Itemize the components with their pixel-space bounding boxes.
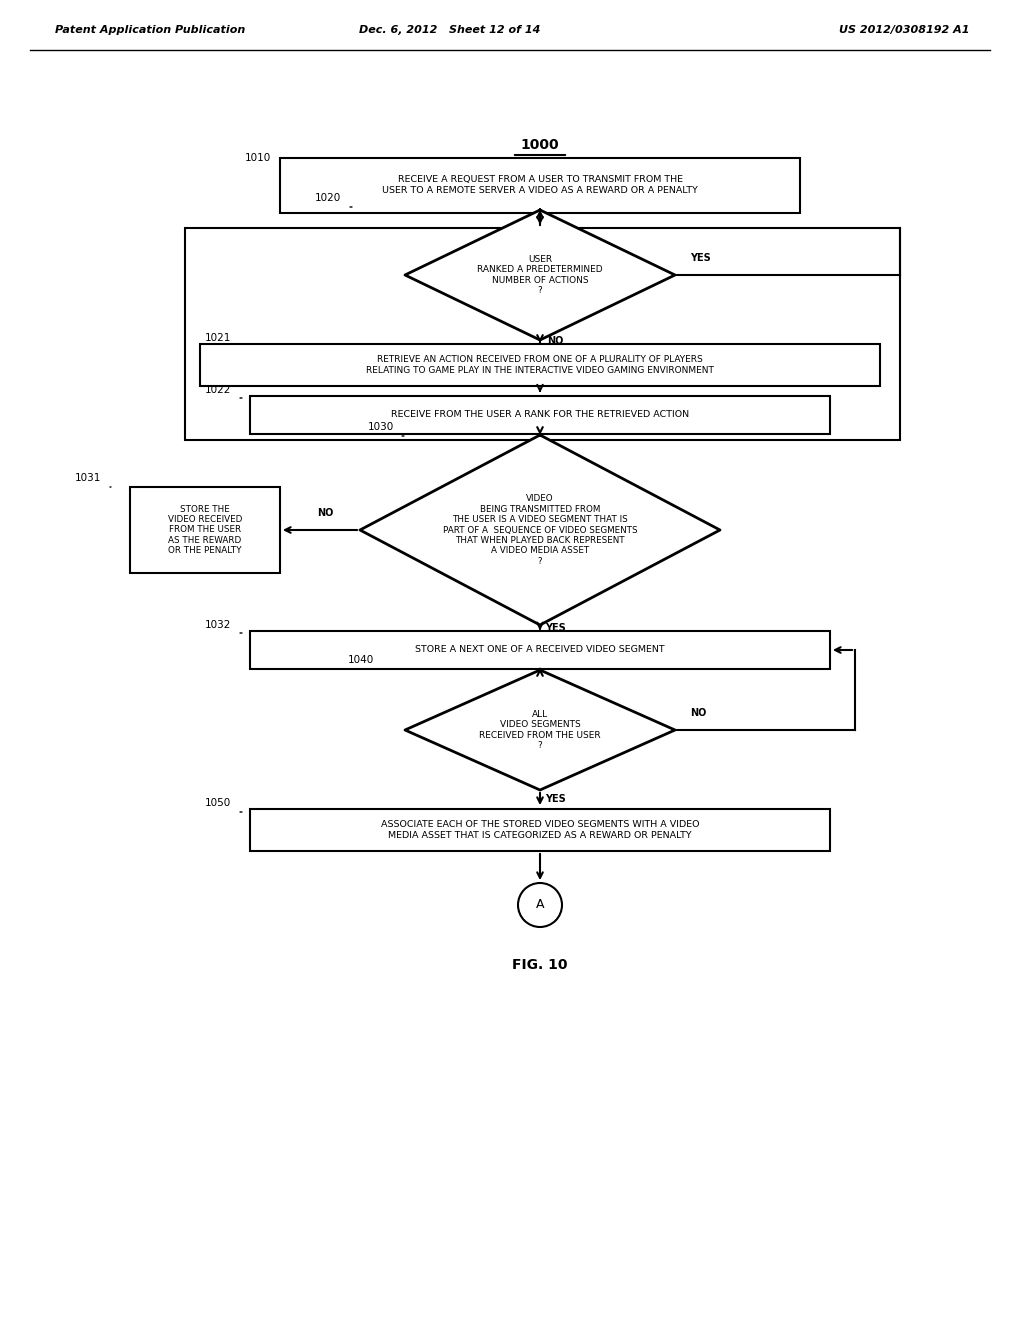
Text: YES: YES [690, 253, 711, 263]
Text: 1020: 1020 [315, 193, 341, 203]
Text: 1010: 1010 [245, 153, 271, 162]
Text: STORE THE
VIDEO RECEIVED
FROM THE USER
AS THE REWARD
OR THE PENALTY: STORE THE VIDEO RECEIVED FROM THE USER A… [168, 504, 243, 556]
Text: NO: NO [690, 708, 707, 718]
Text: 1050: 1050 [205, 799, 231, 808]
Text: 1031: 1031 [75, 473, 101, 483]
FancyBboxPatch shape [250, 396, 830, 434]
Text: ALL
VIDEO SEGMENTS
RECEIVED FROM THE USER
?: ALL VIDEO SEGMENTS RECEIVED FROM THE USE… [479, 710, 601, 750]
FancyBboxPatch shape [130, 487, 280, 573]
Text: STORE A NEXT ONE OF A RECEIVED VIDEO SEGMENT: STORE A NEXT ONE OF A RECEIVED VIDEO SEG… [415, 645, 665, 655]
Text: 1022: 1022 [205, 385, 231, 396]
Text: Dec. 6, 2012   Sheet 12 of 14: Dec. 6, 2012 Sheet 12 of 14 [359, 25, 541, 36]
Text: 1000: 1000 [520, 139, 559, 152]
Text: YES: YES [545, 623, 565, 632]
Text: RETRIEVE AN ACTION RECEIVED FROM ONE OF A PLURALITY OF PLAYERS
RELATING TO GAME : RETRIEVE AN ACTION RECEIVED FROM ONE OF … [366, 355, 714, 375]
Text: RECEIVE A REQUEST FROM A USER TO TRANSMIT FROM THE
USER TO A REMOTE SERVER A VID: RECEIVE A REQUEST FROM A USER TO TRANSMI… [382, 176, 698, 195]
Text: 1032: 1032 [205, 620, 231, 631]
Text: 1040: 1040 [348, 655, 374, 665]
FancyBboxPatch shape [280, 157, 800, 213]
Text: YES: YES [545, 795, 565, 804]
FancyBboxPatch shape [250, 631, 830, 669]
Text: FIG. 10: FIG. 10 [512, 958, 567, 972]
Text: A: A [536, 899, 544, 912]
Text: NO: NO [547, 337, 563, 346]
Text: Patent Application Publication: Patent Application Publication [55, 25, 246, 36]
Text: US 2012/0308192 A1: US 2012/0308192 A1 [840, 25, 970, 36]
Circle shape [518, 883, 562, 927]
Text: 1021: 1021 [205, 333, 231, 343]
Text: NO: NO [316, 508, 333, 517]
Text: VIDEO
BEING TRANSMITTED FROM
THE USER IS A VIDEO SEGMENT THAT IS
PART OF A  SEQU: VIDEO BEING TRANSMITTED FROM THE USER IS… [442, 494, 637, 566]
Polygon shape [406, 671, 675, 789]
Text: ASSOCIATE EACH OF THE STORED VIDEO SEGMENTS WITH A VIDEO
MEDIA ASSET THAT IS CAT: ASSOCIATE EACH OF THE STORED VIDEO SEGME… [381, 820, 699, 840]
Polygon shape [406, 210, 675, 341]
Text: USER
RANKED A PREDETERMINED
NUMBER OF ACTIONS
?: USER RANKED A PREDETERMINED NUMBER OF AC… [477, 255, 603, 296]
Text: RECEIVE FROM THE USER A RANK FOR THE RETRIEVED ACTION: RECEIVE FROM THE USER A RANK FOR THE RET… [391, 411, 689, 420]
FancyBboxPatch shape [200, 345, 880, 385]
Text: 1030: 1030 [368, 422, 394, 432]
Polygon shape [360, 436, 720, 624]
FancyBboxPatch shape [250, 809, 830, 851]
